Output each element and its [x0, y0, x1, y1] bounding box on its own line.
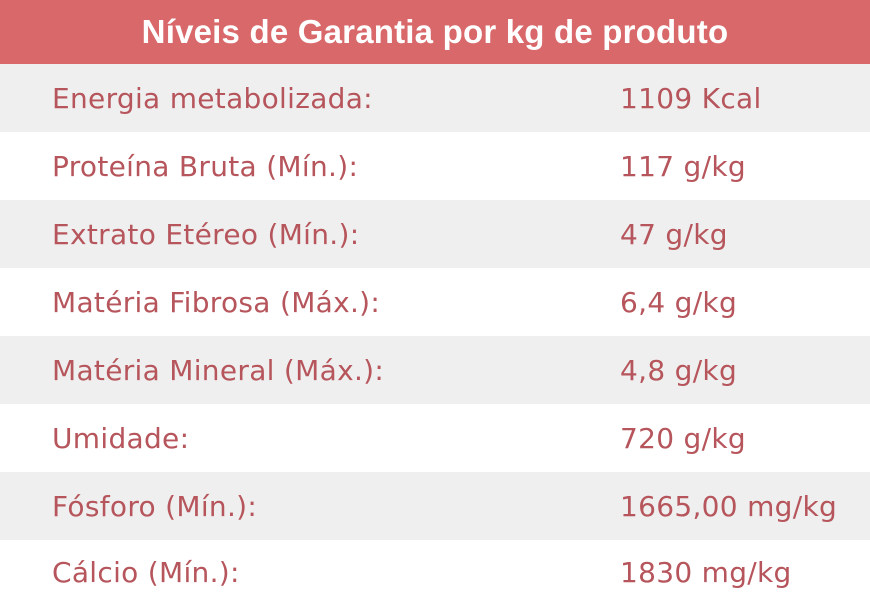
- table-row: Matéria Mineral (Máx.): 4,8 g/kg: [0, 336, 870, 404]
- table-row: Fósforo (Mín.): 1665,00 mg/kg: [0, 472, 870, 540]
- table-row: Proteína Bruta (Mín.): 117 g/kg: [0, 132, 870, 200]
- table-row: Cálcio (Mín.): 1830 mg/kg: [0, 540, 870, 605]
- table-row: Umidade: 720 g/kg: [0, 404, 870, 472]
- row-label: Proteína Bruta (Mín.):: [52, 149, 359, 183]
- row-value: 117 g/kg: [620, 149, 746, 183]
- row-label: Fósforo (Mín.):: [52, 489, 258, 523]
- row-label: Umidade:: [52, 421, 190, 455]
- row-label: Energia metabolizada:: [52, 81, 373, 115]
- row-label: Matéria Fibrosa (Máx.):: [52, 285, 381, 319]
- row-value: 4,8 g/kg: [620, 353, 738, 387]
- row-value: 47 g/kg: [620, 217, 728, 251]
- row-value: 6,4 g/kg: [620, 285, 738, 319]
- table-row: Extrato Etéreo (Mín.): 47 g/kg: [0, 200, 870, 268]
- row-label: Matéria Mineral (Máx.):: [52, 353, 385, 387]
- row-value: 1665,00 mg/kg: [620, 489, 838, 523]
- row-value: 1109 Kcal: [620, 81, 762, 115]
- table-row: Energia metabolizada: 1109 Kcal: [0, 64, 870, 132]
- table-row: Matéria Fibrosa (Máx.): 6,4 g/kg: [0, 268, 870, 336]
- row-label: Extrato Etéreo (Mín.):: [52, 217, 360, 251]
- row-label: Cálcio (Mín.):: [52, 556, 240, 589]
- row-value: 1830 mg/kg: [620, 556, 792, 589]
- table-title: Níveis de Garantia por kg de produto: [0, 0, 870, 64]
- row-value: 720 g/kg: [620, 421, 746, 455]
